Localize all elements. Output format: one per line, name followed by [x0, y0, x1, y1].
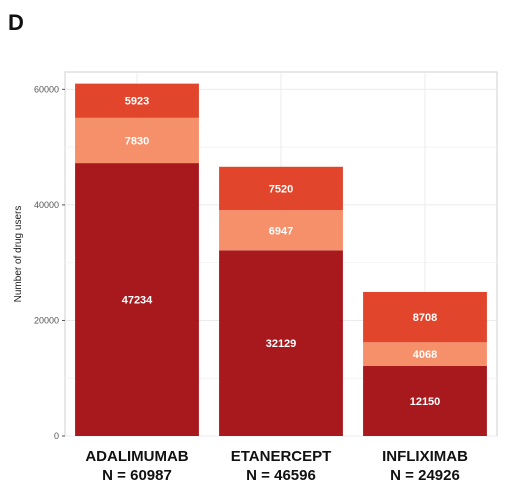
- bar-data-label: 12150: [410, 396, 441, 408]
- bar-data-label: 7520: [269, 184, 293, 196]
- bar-data-label: 5923: [125, 96, 149, 108]
- y-axis-title: Number of drug users: [13, 206, 24, 303]
- y-tick-label: 20000: [34, 315, 59, 325]
- y-tick-label: 60000: [34, 84, 59, 94]
- bar-data-label: 6947: [269, 225, 293, 237]
- bar-segment: [75, 117, 199, 164]
- bar-segment: [75, 163, 199, 436]
- y-axis: 0 20000 40000 60000: [34, 84, 65, 441]
- bar-segment: [75, 83, 199, 118]
- bar-segment: [219, 210, 343, 251]
- bar-segment: [363, 291, 487, 343]
- x-axis-categories: ADALIMUMAB N = 60987 ETANERCEPT N = 46596 IN…: [85, 448, 468, 484]
- bars: 47234 7830 5923 32129 6947 7520 12150 4068 8708: [75, 83, 487, 436]
- panel-letter: D: [8, 10, 24, 35]
- x-category-label: ETANERCEPT: [231, 448, 332, 465]
- bar-segment: [219, 166, 343, 211]
- bar-data-label: 47234: [122, 295, 153, 307]
- bar-data-label: 4068: [413, 349, 437, 361]
- bar-data-label: 8708: [413, 312, 437, 324]
- x-category-count: N = 60987: [102, 467, 172, 484]
- x-category-count: N = 46596: [246, 467, 316, 484]
- bar-data-label: 32129: [266, 338, 297, 350]
- y-tick-label: 0: [54, 431, 59, 441]
- bar-data-label: 7830: [125, 135, 149, 147]
- x-category-count: N = 24926: [390, 467, 460, 484]
- bar-segment: [363, 365, 487, 436]
- x-category-label: ADALIMUMAB: [85, 448, 188, 465]
- x-category-label: INFLIXIMAB: [382, 448, 468, 465]
- y-tick-label: 40000: [34, 200, 59, 210]
- bar-segment: [219, 250, 343, 436]
- bar-segment: [363, 342, 487, 366]
